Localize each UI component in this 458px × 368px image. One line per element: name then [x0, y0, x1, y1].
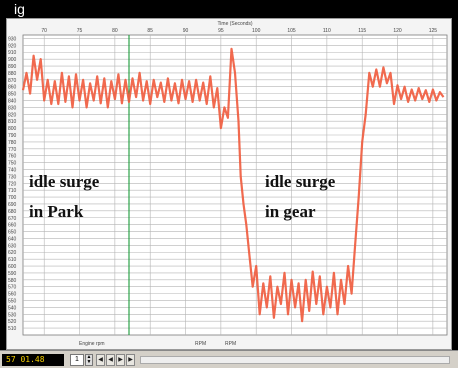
x-tick-label: 80	[112, 28, 118, 34]
y-tick-label: 870	[8, 78, 17, 84]
y-tick-label: 660	[8, 223, 17, 229]
window-title: ig	[0, 0, 458, 18]
x-tick-label: 115	[358, 28, 366, 34]
y-tick-label: 740	[8, 167, 17, 173]
y-tick-label: 580	[8, 278, 17, 284]
x-tick-label: 125	[429, 28, 438, 34]
last-button[interactable]: ▶	[126, 354, 135, 366]
x-tick-label: 70	[41, 28, 47, 34]
x-tick-label: 90	[183, 28, 189, 34]
x-tick-label: 85	[147, 28, 153, 34]
y-tick-label: 530	[8, 312, 17, 318]
y-tick-label: 840	[8, 99, 17, 105]
y-tick-label: 880	[8, 71, 17, 77]
y-tick-label: 760	[8, 154, 17, 160]
y-tick-label: 720	[8, 181, 17, 187]
y-tick-label: 670	[8, 216, 17, 222]
y-tick-label: 520	[8, 319, 17, 325]
y-tick-label: 790	[8, 133, 17, 139]
page-field[interactable]: 1	[70, 354, 84, 366]
x-tick-label: 120	[393, 28, 402, 34]
horizontal-scrollbar[interactable]	[140, 356, 450, 364]
y-tick-label: 570	[8, 285, 17, 291]
legend-item: RPM	[195, 341, 206, 347]
y-tick-label: 930	[8, 36, 17, 42]
y-tick-label: 780	[8, 140, 17, 146]
y-tick-label: 640	[8, 236, 17, 242]
x-tick-label: 110	[323, 28, 331, 34]
y-tick-label: 690	[8, 202, 17, 208]
y-tick-label: 700	[8, 195, 17, 201]
spinner-icon[interactable]: ▲ ▼	[85, 354, 93, 366]
status-bar: 57 01.48 1 ▲ ▼ ◀ ◀ ▶ ▶	[0, 350, 458, 368]
x-tick-label: 95	[218, 28, 224, 34]
y-tick-label: 610	[8, 257, 17, 263]
y-tick-label: 910	[8, 50, 17, 56]
rpm-chart: Time (Seconds) 70 75 80 85 90 95 100 105 110 115 12…	[8, 21, 448, 347]
y-tick-label: 680	[8, 209, 17, 215]
y-tick-label: 860	[8, 85, 17, 91]
y-tick-label: 820	[8, 112, 17, 118]
legend-item: RPM	[225, 341, 236, 347]
x-tick-label: 105	[287, 28, 296, 34]
annotation-line: in Park	[29, 202, 84, 221]
annotation-line: in gear	[265, 202, 316, 221]
y-tick-label: 650	[8, 230, 17, 236]
y-tick-label: 890	[8, 64, 17, 70]
annotation-line: idle surge	[29, 172, 100, 191]
y-tick-label: 750	[8, 161, 17, 167]
y-tick-label: 510	[8, 326, 17, 332]
y-tick-label: 730	[8, 174, 17, 180]
y-tick-label: 630	[8, 243, 17, 249]
y-tick-label: 620	[8, 250, 17, 256]
y-tick-label: 800	[8, 126, 17, 132]
y-tick-label: 600	[8, 264, 17, 270]
y-tick-label: 590	[8, 271, 17, 277]
annotation-line: idle surge	[265, 172, 336, 191]
y-tick-label: 560	[8, 292, 17, 298]
y-tick-label: 550	[8, 299, 17, 305]
legend-item: Engine rpm	[79, 341, 105, 347]
rpm-series-line	[21, 47, 445, 323]
x-axis-label: Time (Seconds)	[217, 21, 252, 27]
y-tick-label: 900	[8, 57, 17, 63]
y-tick-label: 920	[8, 43, 17, 49]
x-tick-label: 75	[77, 28, 83, 34]
y-tick-label: 850	[8, 92, 17, 98]
y-tick-label: 810	[8, 119, 17, 125]
prev-button[interactable]: ◀	[106, 354, 115, 366]
y-tick-label: 710	[8, 188, 17, 194]
position-readout: 57 01.48	[2, 354, 64, 366]
next-button[interactable]: ▶	[116, 354, 125, 366]
first-button[interactable]: ◀	[96, 354, 105, 366]
y-tick-label: 830	[8, 105, 17, 111]
y-tick-label: 770	[8, 147, 17, 153]
y-tick-label: 540	[8, 305, 17, 311]
chart-panel: Time (Seconds) 70 75 80 85 90 95 100 105 110 115 12…	[6, 18, 452, 350]
x-tick-label: 100	[252, 28, 261, 34]
